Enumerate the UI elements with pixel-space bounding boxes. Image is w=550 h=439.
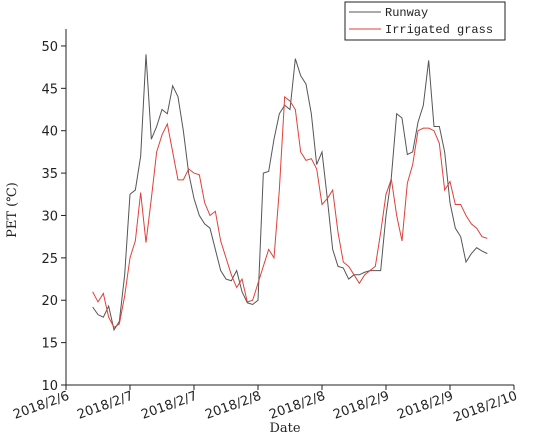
- y-tick-label: 45: [41, 82, 58, 97]
- series-line: [92, 95, 488, 329]
- y-tick-label: 25: [41, 252, 58, 267]
- legend-label: Irrigated grass: [385, 23, 493, 37]
- x-tick-label: 2018/2/9: [395, 389, 455, 423]
- series-line: [92, 54, 488, 332]
- y-tick-label: 35: [41, 167, 58, 182]
- x-tick-label: 2018/2/8: [203, 389, 263, 423]
- y-tick-label: 50: [41, 40, 58, 55]
- x-tick-label: 2018/2/10: [452, 389, 520, 426]
- y-tick-label: 10: [41, 379, 58, 394]
- x-tick-label: 2018/2/8: [267, 389, 327, 423]
- y-tick-label: 40: [41, 125, 58, 140]
- y-tick-label: 15: [41, 337, 58, 352]
- y-tick-label: 30: [41, 209, 58, 224]
- x-tick-label: 2018/2/7: [139, 389, 199, 423]
- legend-label: Runway: [385, 6, 428, 20]
- x-tick-label: 2018/2/7: [75, 389, 135, 423]
- x-tick-label: 2018/2/9: [331, 389, 391, 423]
- legend-box: [344, 1, 506, 41]
- y-tick-label: 20: [41, 294, 58, 309]
- y-axis-label: PET (℃): [5, 182, 20, 238]
- x-axis-label: Date: [269, 421, 300, 436]
